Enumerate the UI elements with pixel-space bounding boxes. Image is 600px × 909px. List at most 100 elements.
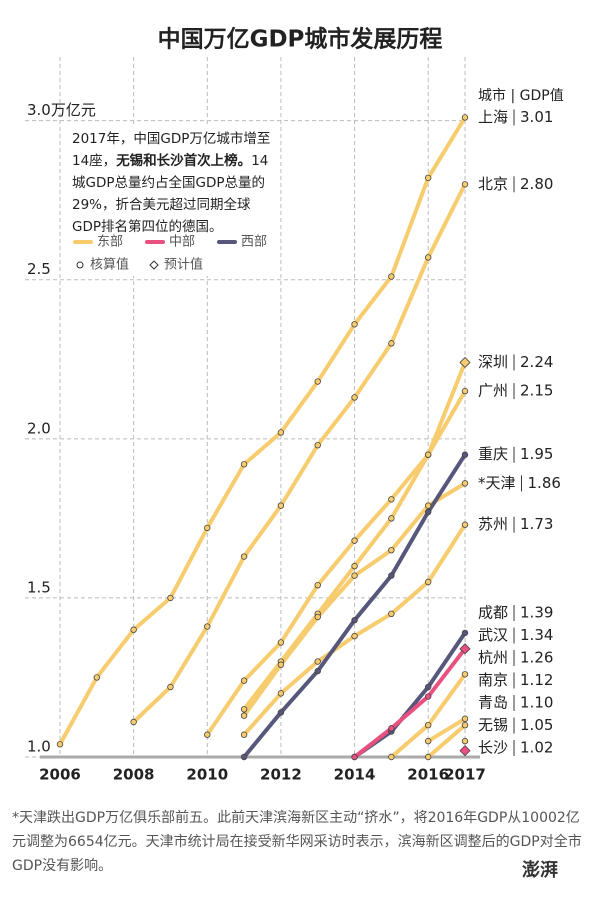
forecast-marker [459, 643, 471, 655]
point-marker [240, 553, 248, 560]
x-tick-label: 2006 [39, 766, 81, 784]
city-label: 武汉 [478, 626, 508, 644]
point-marker [424, 174, 432, 182]
point-marker [424, 451, 432, 458]
city-label: 苏州 [478, 515, 508, 533]
legend-label: 西部 [241, 235, 267, 250]
point-marker [240, 461, 248, 468]
city-label: 无锡 [478, 716, 508, 734]
series-line [426, 716, 467, 744]
forecast-marker [459, 745, 471, 757]
x-tick-label: 2012 [260, 766, 302, 784]
x-tick-label: 2008 [113, 766, 155, 784]
point-marker [424, 578, 432, 586]
point-marker [314, 667, 321, 675]
x-tick-label: 2010 [186, 766, 228, 784]
legend-label: 中部 [169, 235, 195, 250]
point-marker [461, 715, 469, 723]
city-label: *天津 [478, 474, 516, 492]
series-line [352, 646, 467, 759]
point-marker [424, 693, 432, 700]
point-marker [461, 521, 469, 528]
point-marker [351, 562, 358, 570]
city-label: 重庆 [478, 445, 508, 463]
point-marker [461, 629, 469, 637]
city-label: 青岛 [478, 694, 508, 712]
point-marker [56, 741, 64, 748]
city-label: 深圳 [478, 353, 508, 371]
value-label: 3.01 [520, 108, 553, 126]
city-label: 成都 [478, 604, 508, 622]
value-label: 1.05 [520, 716, 553, 734]
point-marker [424, 254, 432, 261]
point-marker [351, 616, 358, 624]
annotation: 2017年，中国GDP万亿城市增至14座，无锡和长沙首次上榜。14城GDP总量约… [72, 128, 272, 238]
point-marker [388, 515, 395, 522]
point-marker [388, 340, 395, 347]
chart-title: 中国万亿GDP城市发展历程 [158, 26, 443, 53]
point-marker [277, 502, 285, 509]
point-marker [204, 731, 211, 738]
city-label: 上海 [478, 108, 508, 126]
note-text: 14城GDP总量约占全国GDP总量的29%，折合美元超过同期全球GDP排名第四位… [72, 153, 269, 235]
point-marker [424, 721, 432, 729]
point-marker [351, 753, 358, 761]
point-marker [424, 683, 432, 691]
y-tick-label: 2.5 [27, 260, 51, 278]
point-marker [424, 753, 432, 761]
city-label: 杭州 [478, 649, 508, 667]
value-label: 1.26 [520, 649, 553, 667]
value-label: 2.80 [520, 175, 553, 193]
point-marker [204, 623, 211, 630]
point-marker [461, 387, 469, 395]
value-label: 2.24 [520, 353, 553, 371]
point-marker [240, 731, 248, 738]
series-line [426, 723, 467, 759]
point-marker [461, 451, 469, 458]
point-marker [240, 706, 248, 713]
value-label: 1.34 [520, 626, 553, 644]
point-marker [240, 677, 248, 684]
point-marker [424, 737, 432, 745]
point-marker [424, 508, 432, 516]
legend-marker [149, 260, 159, 270]
series-line [58, 115, 467, 747]
series-line [131, 182, 467, 724]
point-marker [388, 725, 395, 732]
note-bold: 无锡和长沙首次上榜。 [116, 153, 252, 169]
value-label: 1.73 [520, 515, 553, 533]
point-marker [461, 721, 469, 729]
value-label: 1.86 [528, 474, 561, 492]
value-label: 1.12 [520, 671, 553, 689]
city-label: 广州 [478, 382, 508, 400]
annotation-box [62, 124, 270, 276]
y-tick-label: 3.0万亿元 [27, 101, 96, 119]
footnote: *天津跌出GDP万亿俱乐部前五。此前天津滨海新区主动“挤水”，将2016年GDP… [12, 810, 582, 874]
point-marker [277, 661, 285, 668]
point-marker [277, 690, 285, 697]
point-marker [277, 429, 285, 436]
point-marker [388, 610, 395, 618]
point-marker [351, 572, 358, 579]
point-marker [424, 502, 432, 509]
city-label: 北京 [478, 175, 508, 193]
point-marker [461, 480, 469, 487]
y-tick-label: 1.5 [27, 578, 51, 596]
point-marker [277, 709, 285, 716]
point-marker [388, 753, 395, 761]
point-marker [204, 524, 211, 532]
legend-label: 预计值 [164, 257, 203, 273]
point-marker [240, 712, 248, 719]
point-marker [93, 674, 101, 681]
value-label: 1.02 [520, 739, 553, 757]
point-marker [130, 626, 137, 633]
point-marker [130, 718, 137, 726]
point-marker [461, 737, 469, 745]
point-marker [314, 613, 321, 621]
point-marker [351, 321, 358, 328]
point-marker [351, 632, 358, 640]
legend-label: 核算值 [90, 257, 129, 273]
x-tick-label: 2016 [407, 766, 449, 784]
